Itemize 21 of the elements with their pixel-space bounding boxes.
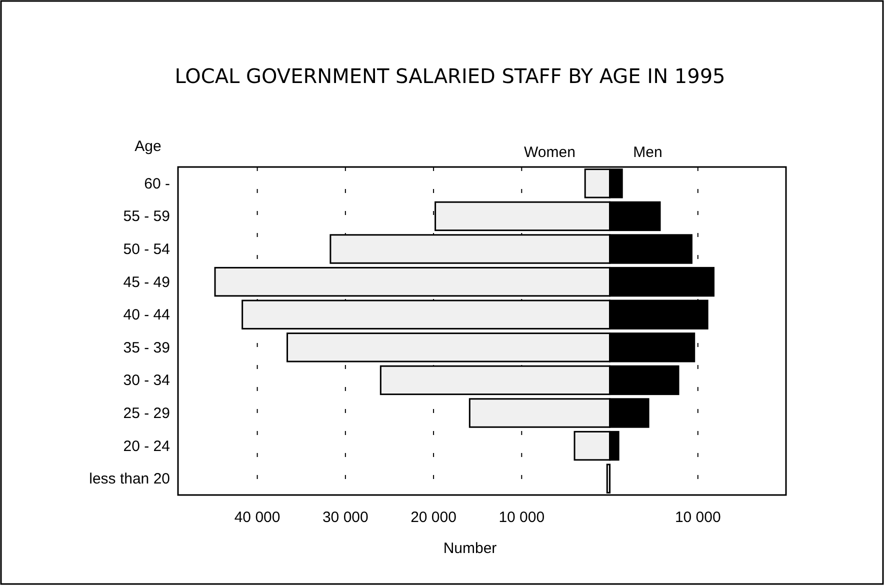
y-tick-label: 50 - 54 [123,241,170,258]
y-tick-label: 35 - 39 [123,339,170,356]
y-axis-title: Age [134,138,162,155]
y-tick-label: 25 - 29 [123,405,170,422]
x-tick-label: 10 000 [498,509,545,526]
y-tick-label: 60 - [144,175,170,192]
y-tick-label: less than 20 [89,470,170,488]
bar [606,464,611,494]
y-tick-label: 55 - 59 [123,208,170,226]
y-tick-label: 40 - 44 [123,306,170,324]
y-tick-label: 45 - 49 [123,274,170,291]
y-tick-label: 20 - 24 [123,438,170,455]
x-tick-label: 30 000 [322,509,368,526]
x-tick-label: 10 000 [674,509,721,526]
chart-title: LOCAL GOVERNMENT SALARIED STAFF BY AGE IN 1995 [174,64,726,88]
x-tick-label: 40 000 [234,509,280,526]
y-tick-label: 30 - 34 [123,372,170,390]
x-tick-label: 20 000 [410,509,456,526]
x-axis-title: Number [443,540,497,557]
series-label: Men [633,144,662,161]
series-label: Women [524,144,576,161]
